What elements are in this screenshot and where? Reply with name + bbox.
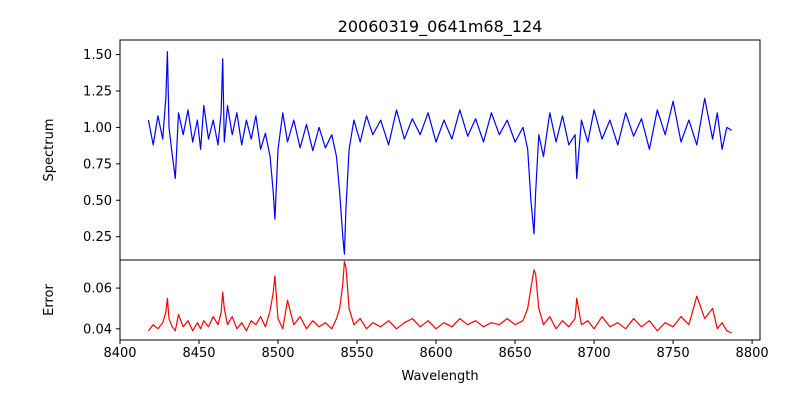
xtick-label: 8400 [103,346,136,361]
xtick-label: 8500 [261,346,294,361]
spectrum-ytick-label: 0.50 [83,194,112,209]
error-axes-frame [119,259,761,341]
error-ytick-label: 0.06 [83,282,112,297]
spectrum-panel: 0.25 0.50 0.75 1.00 1.25 1.50 Spectrum [42,39,761,261]
spectrum-ytick-label: 1.00 [83,121,112,136]
error-ytick-label: 0.04 [83,322,112,337]
xtick-label: 8450 [182,346,215,361]
xtick-label: 8800 [736,346,769,361]
spectrum-ylabel: Spectrum [42,119,57,182]
xtick-label: 8750 [657,346,690,361]
spectrum-series [147,51,732,255]
error-line [147,261,732,334]
error-xlabel: Wavelength [401,369,478,384]
xtick-label: 8600 [420,346,453,361]
error-x-ticks: 8400 8450 8500 8550 8600 8650 8700 8750 8800 [103,340,769,361]
xtick-label: 8650 [499,346,532,361]
chart-title: 20060319_0641m68_124 [338,17,543,37]
spectrum-ytick-label: 0.25 [83,230,112,245]
error-series [147,261,732,334]
error-y-ticks: 0.04 0.06 [83,282,120,337]
spectrum-ytick-label: 0.75 [83,157,112,172]
spectrum-line [147,51,732,255]
spectrum-y-ticks: 0.25 0.50 0.75 1.00 1.25 1.50 [83,48,120,245]
xtick-label: 8550 [340,346,373,361]
xtick-label: 8700 [578,346,611,361]
error-panel: 0.04 0.06 8400 8450 8500 8550 8600 8650 8700 875… [42,259,769,384]
error-ylabel: Error [42,284,57,316]
spectrum-ytick-label: 1.25 [83,84,112,99]
spectrum-ytick-label: 1.50 [83,48,112,63]
